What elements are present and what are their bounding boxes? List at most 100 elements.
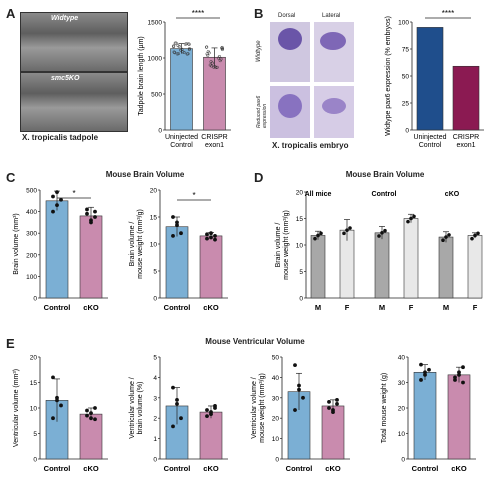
- y-tick-label-E3: 0: [275, 457, 279, 464]
- y-axis-label-A: Tadpole brain length (µm): [138, 36, 145, 116]
- y-axis-label-C1: Brain volume (mm³): [13, 213, 20, 274]
- significance-c1: *: [72, 189, 75, 198]
- y-tick-label-E2: 2: [153, 416, 157, 423]
- data-point-A: [174, 41, 178, 45]
- panel-d-letter: D: [254, 170, 264, 185]
- x-tick-label-E3: cKO: [325, 464, 341, 473]
- data-point-D: [473, 233, 477, 238]
- bar-D-4: [438, 236, 454, 299]
- data-point-E1: [93, 417, 97, 422]
- data-point-C1: [55, 203, 59, 208]
- data-point-A: [206, 49, 210, 54]
- data-point-A: [220, 45, 224, 50]
- data-point-C2: [179, 231, 183, 236]
- x-tick-label-C2: Control: [164, 303, 191, 312]
- data-point-D: [348, 226, 352, 230]
- y-tick-label-E1: 20: [30, 355, 38, 362]
- y-axis-label-E1: Ventricular volume (mm³): [13, 369, 20, 447]
- y-tick-label-B: 100: [398, 20, 409, 27]
- data-point-A: [217, 54, 222, 59]
- data-point-C2: [213, 237, 217, 242]
- data-point-C2: [205, 232, 209, 237]
- data-point-D: [441, 238, 445, 243]
- data-point-E3: [331, 410, 335, 414]
- data-point-A: [209, 64, 213, 68]
- data-point-E2: [213, 406, 217, 410]
- tadpole-ko-image: smc5KO: [20, 72, 128, 132]
- y-tick-label-A: 1500: [148, 20, 163, 27]
- x-tick-label-D: M: [379, 303, 385, 312]
- x-tick-label-B: CRISPR: [453, 134, 479, 141]
- data-point-A: [206, 53, 210, 57]
- y-tick-label-C1: 400: [26, 209, 37, 216]
- y-axis-label-E3: mouse weight (mm³/g): [259, 373, 266, 443]
- e-title: Mouse Ventricular Volume: [205, 337, 305, 346]
- x-tick-label-A: exon1: [205, 142, 224, 149]
- data-point-A: [187, 42, 191, 46]
- x-tick-label-E1: cKO: [83, 464, 99, 473]
- y-tick-label-B: 75: [402, 47, 410, 54]
- data-point-E3: [335, 397, 339, 402]
- data-point-E1: [51, 416, 55, 421]
- data-point-E3: [297, 387, 301, 392]
- panel-c-letter: C: [6, 170, 16, 185]
- data-point-E4: [457, 372, 461, 377]
- y-tick-label-E1: 15: [30, 380, 38, 387]
- data-point-C1: [93, 215, 97, 219]
- data-point-E1: [89, 416, 93, 421]
- data-point-A: [172, 50, 176, 54]
- data-point-E3: [327, 406, 331, 410]
- embryo-caption: X. tropicalis embryo: [272, 141, 349, 150]
- data-point-A: [204, 45, 209, 49]
- bar-D-2: [374, 232, 390, 299]
- bar-D-0: [310, 235, 326, 299]
- data-point-A: [219, 57, 223, 61]
- data-point-E1: [85, 413, 89, 418]
- data-point-A: [176, 44, 180, 48]
- x-tick-label-C1: cKO: [83, 303, 99, 312]
- data-point-C2: [175, 223, 179, 228]
- y-tick-label-E4: 20: [398, 406, 406, 413]
- data-point-E4: [453, 375, 457, 380]
- x-tick-label-E2: Control: [164, 464, 191, 473]
- data-point-A: [173, 41, 177, 45]
- panel-a-letter: A: [6, 6, 16, 21]
- y-axis-label-D: Brain volume /: [275, 223, 282, 268]
- data-point-A: [181, 50, 185, 54]
- y-tick-label-C1: 500: [26, 188, 37, 195]
- bar-E4-1: [447, 374, 471, 460]
- y-tick-label-D: 0: [299, 296, 303, 303]
- smc5ko-label: smc5KO: [51, 75, 80, 82]
- embryo-lateral-ko: [314, 86, 354, 138]
- y-tick-label-C2: 20: [150, 188, 158, 195]
- y-tick-label-B: 0: [405, 128, 409, 135]
- bar-E2-1: [199, 411, 223, 460]
- y-tick-label-E2: 1: [153, 436, 157, 443]
- y-axis-label-E2: brain volume (%): [137, 382, 144, 435]
- data-point-E4: [427, 367, 431, 372]
- y-tick-label-E4: 10: [398, 431, 406, 438]
- x-tick-label-E4: cKO: [451, 464, 467, 473]
- y-tick-label-E1: 0: [33, 457, 37, 464]
- y-tick-label-D: 10: [296, 243, 304, 250]
- y-tick-label-C1: 0: [33, 296, 37, 303]
- data-point-D: [447, 233, 451, 237]
- y-tick-label-C2: 5: [153, 269, 157, 276]
- data-point-D: [412, 214, 416, 219]
- y-tick-label-C1: 300: [26, 231, 37, 238]
- panel-b-letter: B: [254, 6, 264, 21]
- panel-e-letter: E: [6, 336, 15, 351]
- data-point-D: [383, 228, 387, 233]
- d-title: Mouse Brain Volume: [345, 170, 425, 179]
- data-point-E3: [327, 399, 331, 404]
- x-tick-label-E3: Control: [286, 464, 313, 473]
- y-tick-label-C2: 10: [150, 242, 158, 249]
- y-tick-label-C2: 0: [153, 296, 157, 303]
- data-point-A: [220, 47, 224, 52]
- data-point-C1: [85, 211, 89, 216]
- y-tick-label-D: 15: [296, 216, 304, 223]
- x-tick-label-B: Uninjected: [413, 134, 446, 141]
- data-point-E2: [175, 402, 179, 406]
- bar-E1-1: [79, 413, 103, 460]
